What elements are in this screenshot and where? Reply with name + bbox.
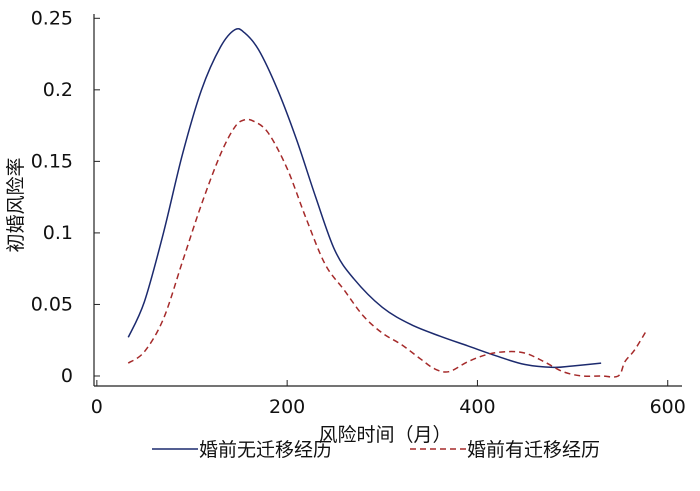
- series-line-with-migration: [127, 118, 647, 378]
- y-tick-label: 0: [61, 365, 73, 387]
- x-tick-label: 400: [459, 396, 495, 418]
- x-axis-title: 风险时间（月）: [318, 424, 451, 446]
- x-tick-label: 200: [269, 396, 305, 418]
- legend: 婚前无迁移经历 婚前有迁移经历: [152, 439, 600, 461]
- y-tick-label: 0.2: [43, 79, 73, 101]
- series-layer: [127, 27, 647, 378]
- axes: 0 0.05 0.1 0.15 0.2 0.25 0 200 400 600: [31, 7, 686, 418]
- y-tick-label: 0.1: [43, 222, 73, 244]
- y-tick-label: 0.25: [31, 7, 73, 29]
- y-tick-label: 0.05: [31, 293, 73, 315]
- x-tick-label: 0: [91, 396, 103, 418]
- x-tick-label: 600: [650, 396, 686, 418]
- legend-label-no-migration: 婚前无迁移经历: [199, 439, 332, 461]
- series-line-no-migration: [127, 27, 602, 369]
- y-axis-title: 初婚风险率: [5, 157, 27, 252]
- legend-label-with-migration: 婚前有迁移经历: [467, 439, 600, 461]
- y-tick-label: 0.15: [31, 150, 73, 172]
